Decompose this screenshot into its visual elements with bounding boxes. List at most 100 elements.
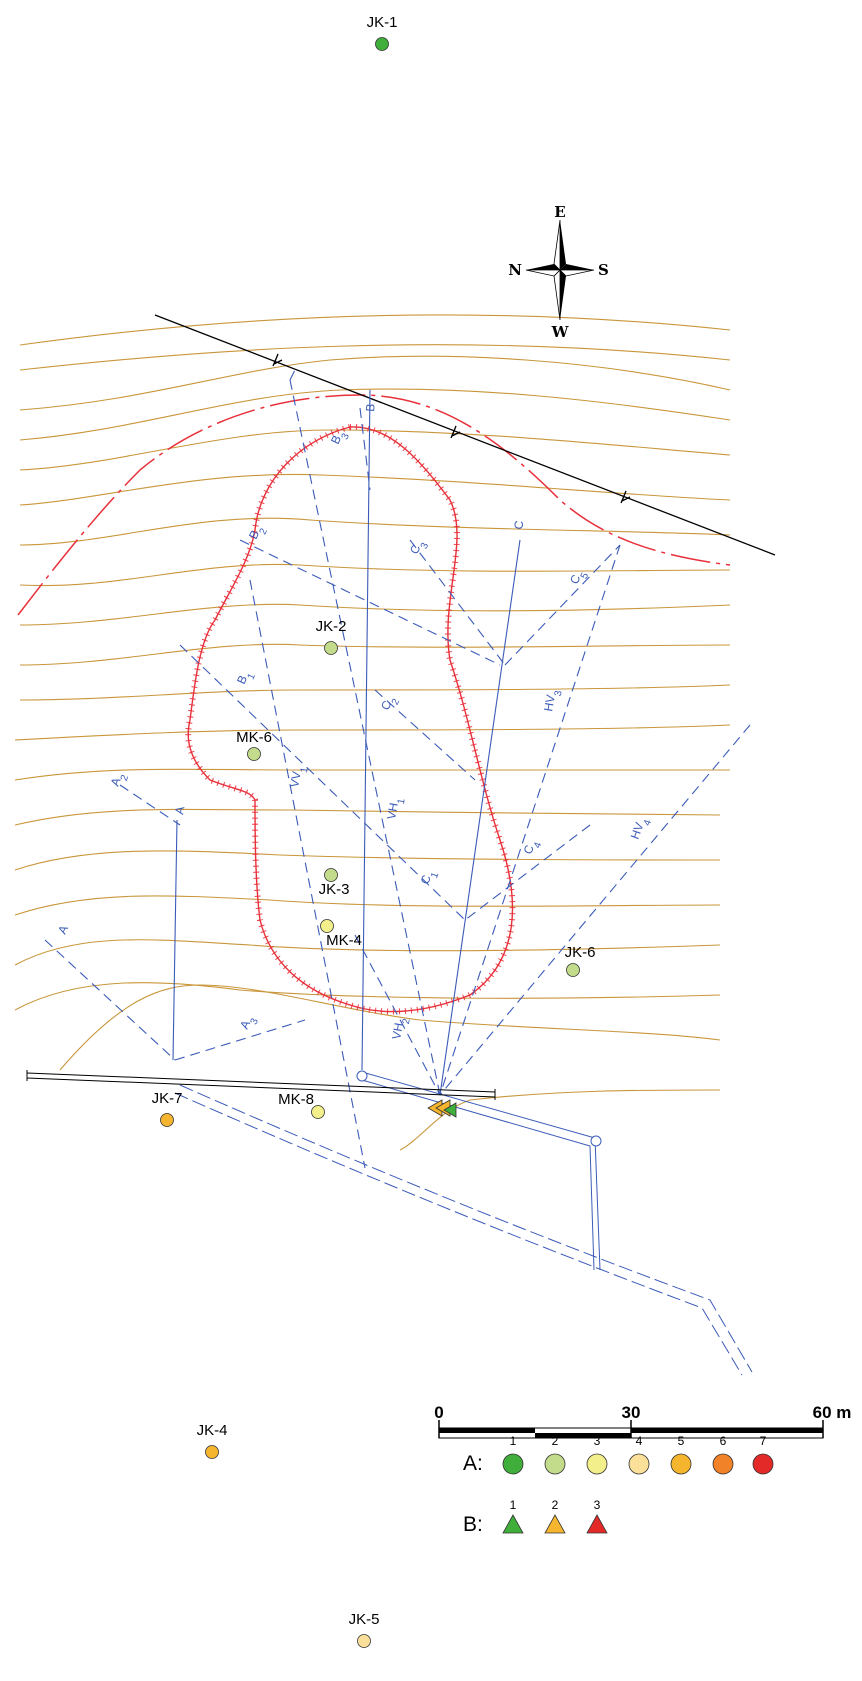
- well-label: JK-5: [349, 1611, 380, 1628]
- profile-label-c2: C2: [378, 693, 402, 715]
- profile-lines: [44, 369, 751, 1169]
- profile-label-sub: 2: [401, 1017, 413, 1025]
- well-jk-1: JK-1: [367, 14, 398, 51]
- well-mk-8: MK-8: [278, 1091, 325, 1119]
- profile-label-c3: C3: [407, 537, 431, 559]
- profile-label-c: C: [511, 519, 526, 530]
- legend-a-number: 4: [636, 1434, 643, 1448]
- profile-label-vh1: VH1: [384, 796, 408, 822]
- landslide-boundary: [187, 426, 514, 1013]
- profile-label-c4: C4: [521, 837, 545, 858]
- legend-a-title: A:: [463, 1452, 483, 1475]
- profile-label-sub: 1: [299, 766, 311, 774]
- compass-rose: E W N S: [508, 203, 609, 341]
- legend-a-number: 2: [552, 1434, 559, 1448]
- wells: JK-1 JK-2 MK-6 JK-3 MK-4 JK-6 JK-7 MK-8 JK-4 JK-5: [152, 14, 596, 1648]
- legend-b-item: 2: [544, 1498, 566, 1534]
- profile-label-main: VH: [384, 802, 401, 821]
- observation-triangles: [427, 1099, 457, 1118]
- profile-label-hv3: HV3: [541, 688, 565, 714]
- legend-a-item: 1: [502, 1434, 524, 1475]
- well-mk-6: MK-6: [236, 729, 272, 761]
- legend-a-item: 5: [670, 1434, 692, 1475]
- legend-triangle-icon: [502, 1514, 524, 1534]
- compass-label-w: W: [551, 323, 570, 341]
- legend: A: 1 2 3 4 5 6 7 B: 1 2 3: [463, 1434, 774, 1536]
- well-marker-icon: [566, 963, 580, 977]
- profile-label-a1: A: [55, 923, 71, 936]
- outer-scarp-line: [17, 394, 731, 616]
- scale-bar: 0 30 60 m: [434, 1403, 852, 1439]
- legend-b-item: 3: [586, 1498, 608, 1534]
- contour-lines: [14, 314, 731, 1151]
- profile-label-vh2: VH2: [389, 1016, 413, 1042]
- profile-label-b: B: [363, 403, 378, 412]
- profile-label-sub: 4: [642, 818, 654, 827]
- legend-b-title: B:: [463, 1513, 483, 1536]
- well-label: JK-4: [197, 1422, 228, 1439]
- legend-a-number: 3: [594, 1434, 601, 1448]
- legend-circle-icon: [502, 1453, 524, 1475]
- legend-circle-icon: [544, 1453, 566, 1475]
- profile-label-sub: 2: [390, 697, 403, 707]
- legend-circle-icon: [752, 1453, 774, 1475]
- legend-triangle-icon: [586, 1514, 608, 1534]
- profile-label-main: VV: [287, 770, 304, 788]
- well-label: MK-6: [236, 729, 272, 746]
- well-jk-7: JK-7: [152, 1090, 182, 1127]
- profile-label-sub: 1: [396, 797, 408, 805]
- compass-label-s: S: [598, 261, 609, 279]
- profile-label-sub: 2: [119, 773, 131, 782]
- fault-line: [154, 314, 776, 556]
- well-jk-6: JK-6: [565, 944, 596, 977]
- well-mk-4: MK-4: [320, 919, 362, 949]
- legend-a-number: 6: [720, 1434, 727, 1448]
- profile-label-sub: 3: [340, 431, 353, 441]
- profile-label-a: A: [172, 805, 187, 815]
- well-label: JK-1: [367, 14, 398, 31]
- scale-label-30: 30: [622, 1403, 641, 1422]
- legend-circle-icon: [628, 1453, 650, 1475]
- compass-label-n: N: [508, 261, 522, 279]
- legend-b-item: 1: [502, 1498, 524, 1534]
- profile-label-a2: A2: [108, 770, 132, 790]
- legend-a-item: 2: [544, 1434, 566, 1475]
- profile-label-sub: 4: [532, 841, 544, 850]
- well-label: MK-4: [326, 932, 362, 949]
- profile-label-sub: 1: [246, 671, 259, 681]
- profile-label-c5: C5: [567, 567, 591, 589]
- baseline-bar: [26, 1070, 496, 1100]
- legend-triangle-icon: [544, 1514, 566, 1534]
- well-marker-icon: [357, 1634, 371, 1648]
- scale-label-0: 0: [434, 1403, 443, 1422]
- well-jk-2: JK-2: [316, 618, 347, 655]
- profile-label-sub: 2: [258, 526, 271, 536]
- scale-label-60: 60 m: [813, 1403, 852, 1422]
- profile-label-sub: 3: [553, 689, 565, 697]
- well-marker-icon: [375, 37, 389, 51]
- well-marker-icon: [311, 1105, 325, 1119]
- well-label: JK-3: [319, 881, 350, 898]
- well-marker-icon: [320, 919, 334, 933]
- legend-circle-icon: [712, 1453, 734, 1475]
- profile-label-a3: A3: [237, 1013, 261, 1034]
- profile-label-vv1: VV1: [287, 764, 311, 789]
- well-label: JK-2: [316, 618, 347, 635]
- profile-label-main: VH: [389, 1022, 406, 1041]
- profile-label-sub: 3: [249, 1016, 262, 1026]
- profile-label-b3: B3: [328, 428, 352, 449]
- profile-label-sub: 3: [419, 541, 432, 551]
- compass-label-e: E: [554, 203, 565, 221]
- legend-a-item: 3: [586, 1434, 608, 1475]
- well-jk-4: JK-4: [197, 1422, 228, 1459]
- well-marker-icon: [205, 1445, 219, 1459]
- landslide-hatch: [185, 423, 516, 1015]
- legend-a-number: 7: [760, 1434, 767, 1448]
- well-marker-icon: [247, 747, 261, 761]
- well-label: JK-6: [565, 944, 596, 961]
- well-jk-3: JK-3: [319, 868, 350, 898]
- profile-label-c1: C1: [418, 867, 442, 888]
- legend-a-item: 6: [712, 1434, 734, 1475]
- well-marker-icon: [324, 641, 338, 655]
